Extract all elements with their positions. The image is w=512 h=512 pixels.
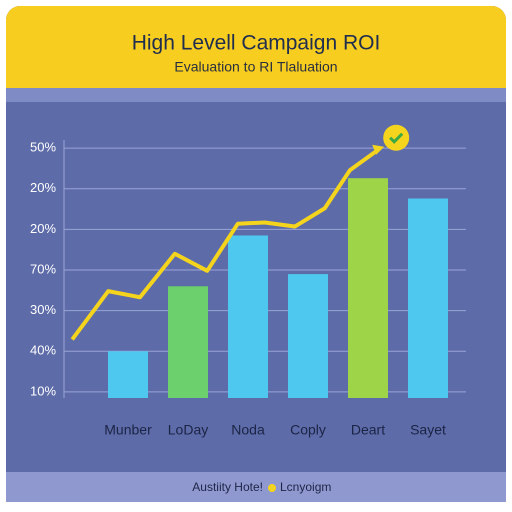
bar (348, 178, 388, 398)
y-tick-label: 30% (30, 302, 56, 317)
subtitle: Evaluation to RI Tlaluation (174, 59, 337, 75)
x-tick-label: Munber (104, 422, 152, 438)
y-tick-label: 50% (30, 140, 56, 155)
y-tick-label: 20% (30, 180, 56, 195)
x-tick-label: Sayet (410, 422, 446, 438)
y-tick-label: 10% (30, 383, 56, 398)
footer-dot (268, 484, 276, 492)
header-shadow (6, 88, 506, 102)
chart-title: High Levell Campaign ROI (132, 32, 381, 55)
x-tick-label: Noda (231, 422, 265, 438)
bar (408, 198, 448, 398)
y-tick-label: 40% (30, 343, 56, 358)
bar (288, 274, 328, 398)
footer-text: Austiity Hote! (192, 480, 263, 494)
y-tick-label: 70% (30, 261, 56, 276)
bar (228, 235, 268, 398)
x-tick-label: Coply (290, 422, 326, 438)
bar (108, 351, 148, 398)
check-mark (389, 132, 404, 144)
trend-line (70, 148, 380, 341)
y-tick-label: 20% (30, 221, 56, 236)
footer-band (6, 472, 506, 502)
x-tick-label: LoDay (168, 422, 208, 438)
x-tick-label: Deart (351, 422, 385, 438)
footer-text: Lcnyoigm (280, 480, 331, 494)
arrow-head (372, 144, 385, 155)
plot: 10% 40% 30% 70% 20% 20% 50% Munber LoDay Noda Copl… (30, 124, 466, 438)
bar (168, 286, 208, 398)
header (6, 6, 506, 88)
